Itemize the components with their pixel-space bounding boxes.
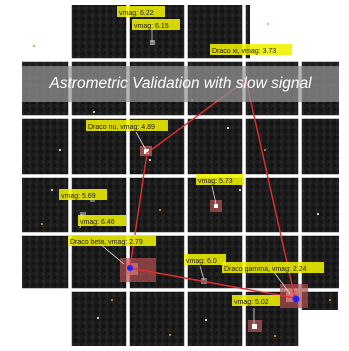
star-label-vmag-615: vmag: 6.15: [132, 19, 180, 30]
svg-text:vmag: 6.22: vmag: 6.22: [119, 10, 154, 17]
svg-text:Draco beta, vmag: 2.79: Draco beta, vmag: 2.79: [70, 239, 143, 246]
svg-text:Draco gamma, vmag: 2.24: Draco gamma, vmag: 2.24: [224, 266, 307, 273]
svg-text:Draco xi, vmag: 3.73: Draco xi, vmag: 3.73: [212, 48, 276, 55]
page-title: Astrometric Validation with slow signal: [49, 75, 312, 92]
star-labels: vmag: 6.22 vmag: 6.15 Draco xi, vmag: 3.…: [59, 6, 324, 306]
svg-text:vmag: 6.0: vmag: 6.0: [186, 258, 217, 265]
svg-text:vmag: 5.02: vmag: 5.02: [234, 299, 269, 306]
star-label-vmag-622: vmag: 6.22: [117, 6, 165, 17]
svg-text:vmag: 5.69: vmag: 5.69: [61, 193, 96, 200]
star-label-vmag-573: vmag: 5.73: [196, 174, 244, 185]
star-label-draco-nu: Draco nu, vmag: 4.89: [86, 120, 168, 131]
title-banner: Astrometric Validation with slow signal: [22, 66, 339, 102]
star-label-vmag-646: vmag: 6.46: [78, 215, 126, 226]
centroid-marker-gamma: [292, 295, 300, 303]
tile-grid: [22, 5, 339, 346]
star-label-draco-xi: Draco xi, vmag: 3.73: [210, 44, 292, 55]
svg-text:Draco nu, vmag: 4.89: Draco nu, vmag: 4.89: [88, 124, 155, 131]
svg-text:vmag: 6.15: vmag: 6.15: [134, 23, 169, 30]
star-label-draco-beta: Draco beta, vmag: 2.79: [68, 235, 156, 246]
star-label-draco-gamma: Draco gamma, vmag: 2.24: [222, 262, 324, 273]
star-label-vmag-569: vmag: 5.69: [59, 189, 107, 200]
svg-text:vmag: 5.73: vmag: 5.73: [198, 178, 233, 185]
star-label-vmag-502: vmag: 5.02: [232, 295, 280, 306]
svg-text:vmag: 6.46: vmag: 6.46: [80, 219, 115, 226]
centroid-marker-beta: [127, 265, 133, 271]
star-label-vmag-60: vmag: 6.0: [184, 254, 226, 265]
